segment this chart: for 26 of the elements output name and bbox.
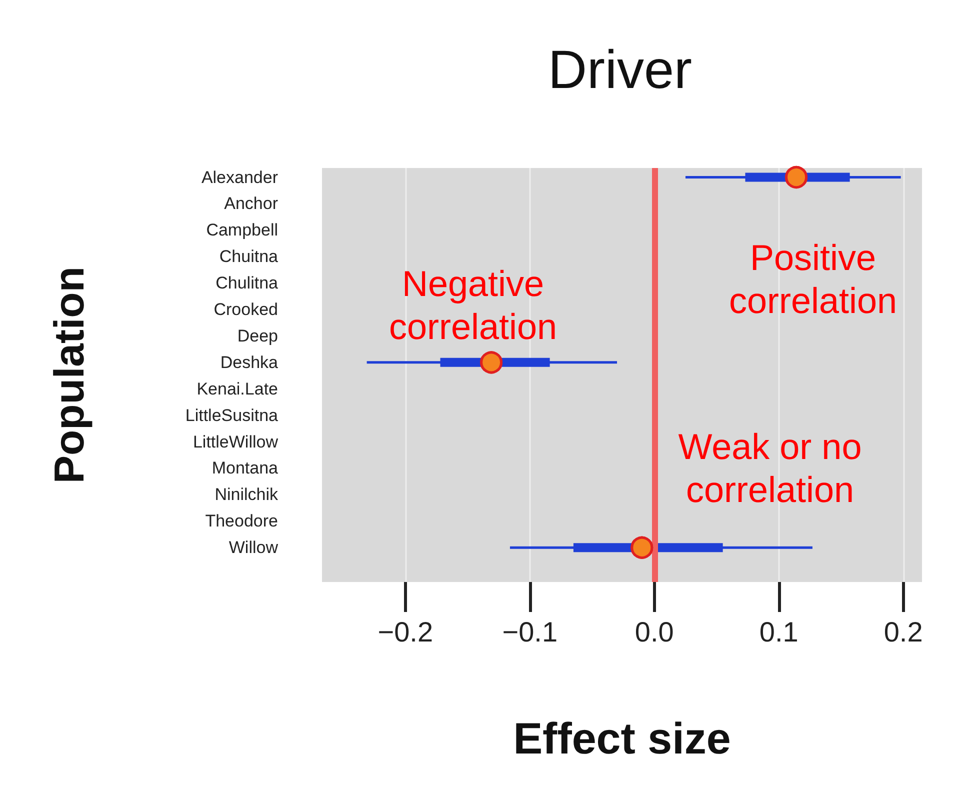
y-tick-label: Kenai.Late — [196, 379, 278, 398]
y-tick-label: Chulitna — [216, 274, 279, 293]
y-tick-label: Ninilchik — [214, 485, 278, 504]
y-tick-label: Alexander — [201, 168, 278, 187]
x-axis-title: Effect size — [513, 714, 731, 764]
y-tick-label: Willow — [228, 538, 279, 558]
chart-title: Driver — [548, 40, 692, 100]
x-tick-label: 0.2 — [884, 616, 923, 648]
y-axis-title: Population — [46, 266, 92, 484]
y-tick-label: Montana — [212, 458, 279, 478]
annotation: Weak or no correlation — [678, 426, 862, 510]
y-tick-label: LittleSusitna — [185, 406, 279, 425]
y-tick-label: Crooked — [214, 300, 278, 320]
y-tick-label: Campbell — [206, 220, 278, 240]
x-tick-label: 0.0 — [634, 616, 674, 648]
y-tick-label: Deep — [237, 326, 278, 346]
y-tick-label: Anchor — [224, 194, 278, 214]
annotation: Negative correlation — [388, 263, 558, 347]
x-tick-label: −0.1 — [502, 616, 558, 648]
annotation: Positive correlation — [728, 237, 898, 321]
x-tick-label: −0.2 — [378, 616, 434, 648]
y-tick-label: Chuitna — [219, 247, 279, 266]
x-tick-label: 0.1 — [759, 616, 798, 648]
y-tick-label: Theodore — [205, 512, 278, 531]
y-tick-label: Deshka — [220, 352, 279, 372]
y-tick-label: LittleWillow — [192, 432, 279, 452]
